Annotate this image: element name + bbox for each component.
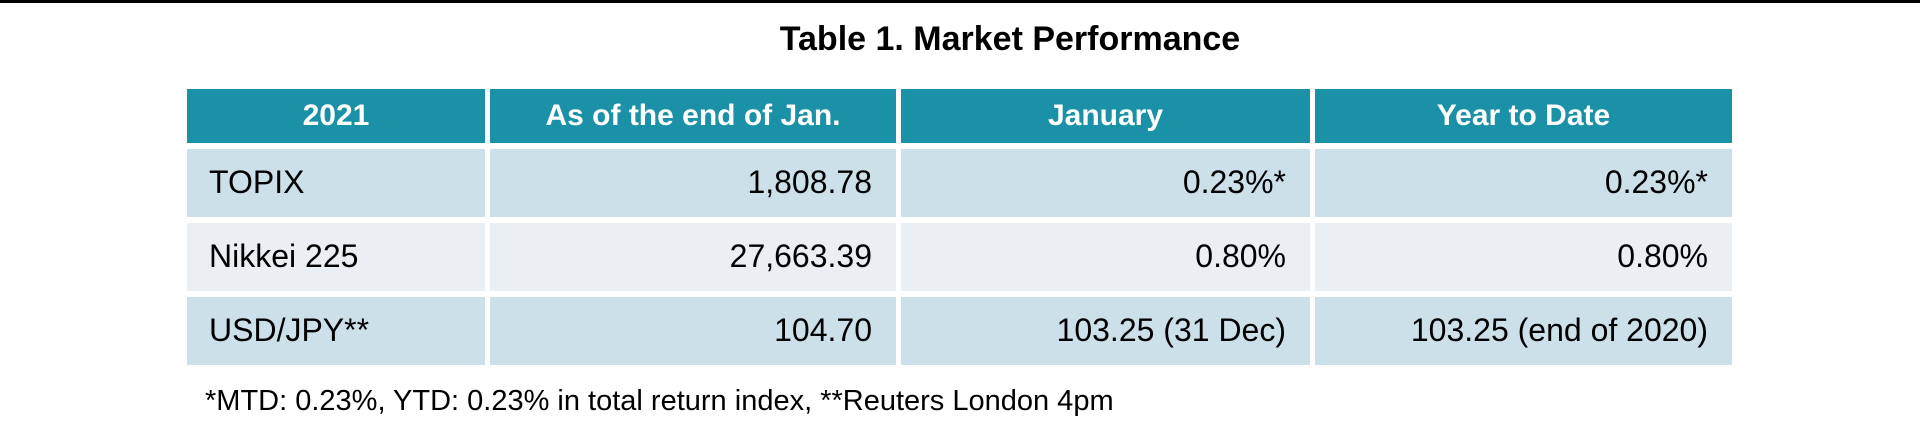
cell-usd-jpy-end-of-jan: 104.70 xyxy=(490,296,896,365)
table-title: Table 1. Market Performance xyxy=(779,20,1241,58)
top-border-line xyxy=(0,0,1920,3)
cell-topix-january: 0.23%* xyxy=(901,148,1310,217)
row-label-nikkei-225: Nikkei 225 xyxy=(187,222,485,291)
cell-usd-jpy-year-to-date: 103.25 (end of 2020) xyxy=(1315,296,1732,365)
cell-nikkei-end-of-jan: 27,663.39 xyxy=(490,222,896,291)
cell-topix-year-to-date: 0.23%* xyxy=(1315,148,1732,217)
row-label-topix: TOPIX xyxy=(187,148,485,217)
row-label-usd-jpy: USD/JPY** xyxy=(187,296,485,365)
column-header-end-of-jan: As of the end of Jan. xyxy=(490,88,896,143)
column-header-january: January xyxy=(901,88,1310,143)
cell-nikkei-year-to-date: 0.80% xyxy=(1315,222,1732,291)
cell-topix-end-of-jan: 1,808.78 xyxy=(490,148,896,217)
table-footnote: *MTD: 0.23%, YTD: 0.23% in total return … xyxy=(205,384,1114,417)
cell-usd-jpy-january: 103.25 (31 Dec) xyxy=(901,296,1310,365)
column-header-year: 2021 xyxy=(187,88,485,143)
cell-nikkei-january: 0.80% xyxy=(901,222,1310,291)
market-performance-table: 2021 As of the end of Jan. January Year … xyxy=(187,88,1732,365)
column-header-year-to-date: Year to Date xyxy=(1315,88,1732,143)
